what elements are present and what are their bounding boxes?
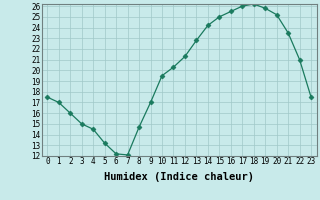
X-axis label: Humidex (Indice chaleur): Humidex (Indice chaleur) — [104, 172, 254, 182]
